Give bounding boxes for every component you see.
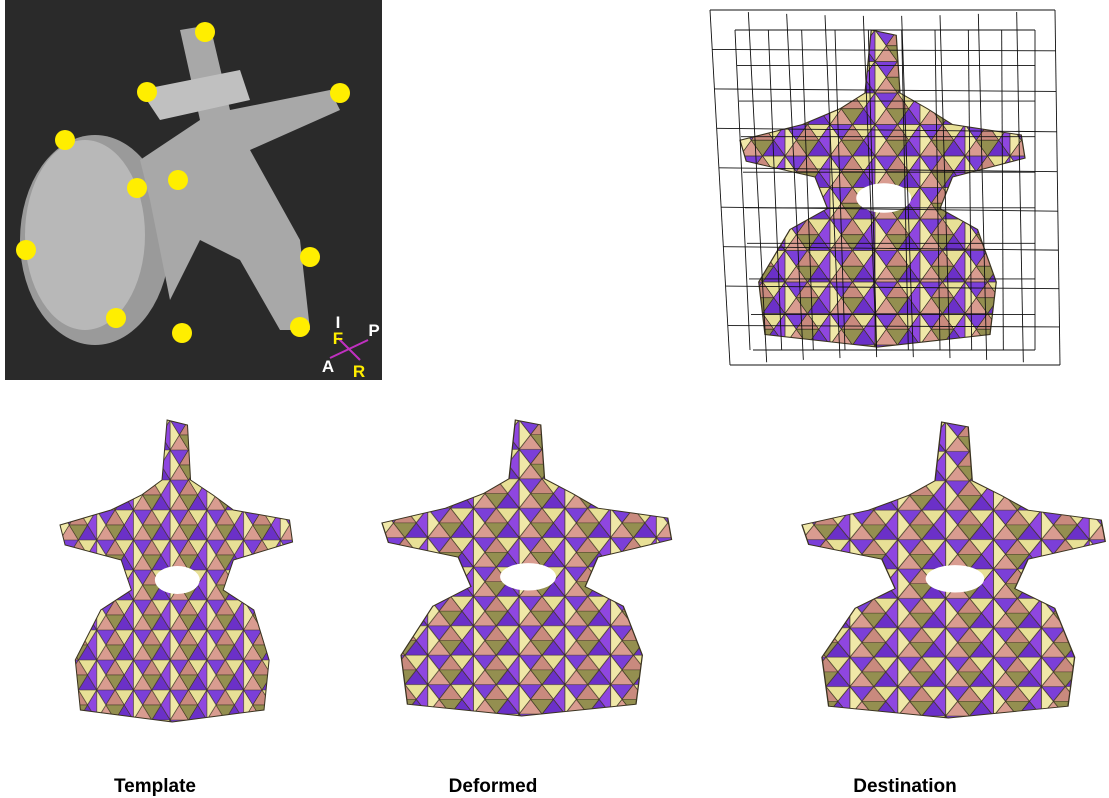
- deformed-mesh: [382, 420, 672, 716]
- destination-mesh: [802, 422, 1105, 718]
- grid-line: [748, 12, 766, 362]
- orientation-label: A: [322, 357, 334, 376]
- template-mesh: [60, 420, 293, 722]
- grid-line: [1017, 12, 1024, 362]
- grid-line: [1055, 10, 1060, 365]
- figure: I F P A R Template Deformed Destination: [0, 0, 1109, 798]
- orientation-label: P: [368, 321, 379, 340]
- grid-line: [735, 30, 750, 350]
- page: I F P A R Template Deformed Destination …: [0, 0, 1109, 798]
- caption: Deformed: [449, 776, 538, 797]
- orientation-label: R: [353, 362, 365, 381]
- rendered-vertebra-panel: I F P A R: [5, 0, 382, 381]
- grid-line: [710, 10, 730, 365]
- caption: Template: [114, 776, 196, 797]
- deformation-grid-panel: [710, 10, 1060, 365]
- grid-line: [1002, 30, 1004, 350]
- caption: Destination: [853, 776, 956, 797]
- orientation-label: F: [333, 329, 343, 348]
